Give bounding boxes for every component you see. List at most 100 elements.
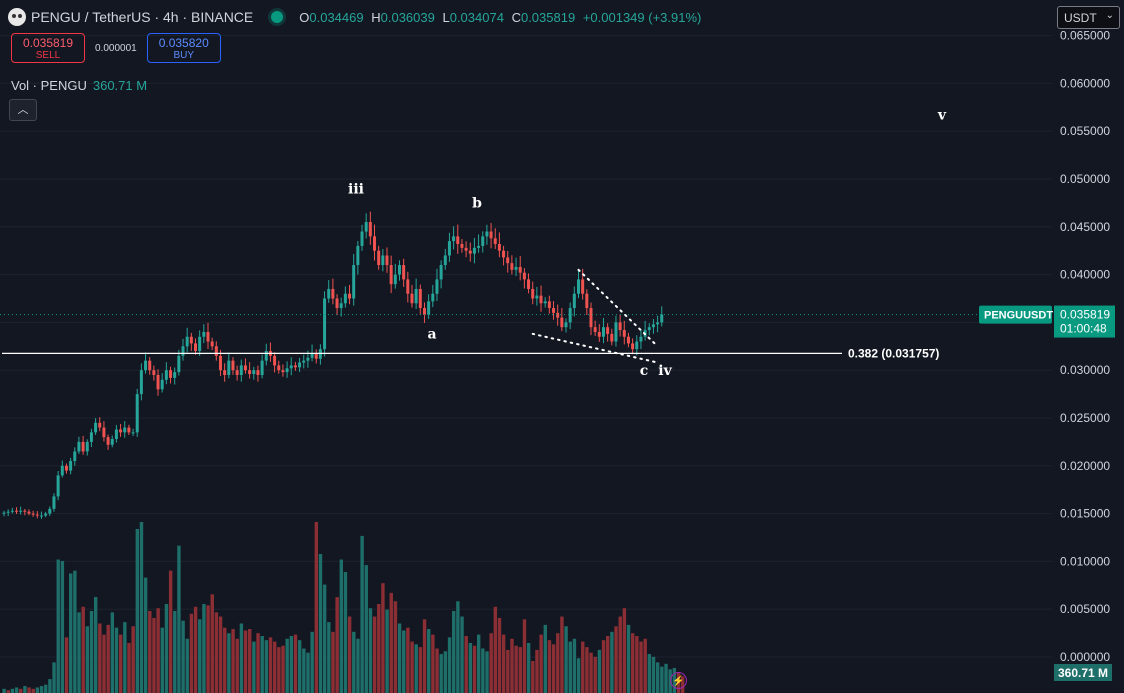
volume-bar bbox=[123, 622, 127, 693]
volume-bar bbox=[651, 656, 656, 693]
candle-body bbox=[260, 360, 264, 375]
volume-bar bbox=[181, 620, 185, 693]
volume-bar bbox=[601, 640, 606, 693]
buy-button[interactable]: 0.035820 BUY bbox=[146, 33, 221, 63]
volume-bar bbox=[98, 623, 102, 693]
volume-bar bbox=[114, 627, 119, 693]
candle-body bbox=[635, 341, 639, 350]
volume-bar bbox=[148, 610, 152, 693]
candle-body bbox=[610, 333, 614, 342]
collapse-legend-button[interactable]: ︿ bbox=[9, 99, 37, 121]
spread-value: 0.000001 bbox=[95, 42, 137, 54]
volume-label: Vol · PENGU bbox=[11, 78, 87, 93]
volume-bar bbox=[52, 662, 56, 693]
candle-body bbox=[651, 324, 655, 328]
candle-body bbox=[123, 427, 127, 433]
currency-select[interactable]: USDT ⌄ bbox=[1057, 6, 1120, 29]
volume-bar bbox=[501, 634, 506, 693]
price-tick-label: 0.045000 bbox=[1060, 220, 1110, 234]
volume-bar bbox=[472, 645, 477, 693]
volume-value: 360.71 M bbox=[92, 78, 148, 93]
candle-body bbox=[273, 355, 277, 366]
symbol-title[interactable]: PENGU / TetherUS · 4h · BINANCE bbox=[31, 9, 254, 25]
candle-body bbox=[397, 265, 401, 275]
volume-bar bbox=[189, 613, 194, 693]
lightning-icon[interactable]: ⚡ bbox=[670, 672, 687, 689]
trendline[interactable] bbox=[577, 268, 659, 348]
volume-bar bbox=[69, 573, 73, 693]
candle-body bbox=[27, 511, 31, 514]
volume-bar bbox=[489, 633, 493, 693]
volume-bar bbox=[572, 638, 577, 693]
volume-bar bbox=[152, 617, 156, 693]
volume-bar bbox=[631, 633, 635, 693]
candle-body bbox=[169, 370, 173, 378]
candle-body bbox=[581, 279, 585, 294]
volume-bar bbox=[48, 679, 52, 693]
price-axis[interactable]: 0.000000 0.005000 0.010000 0.015000 0.020000… bbox=[1060, 29, 1110, 664]
volume-bar bbox=[227, 633, 231, 693]
volume-bar bbox=[64, 637, 69, 693]
sell-button[interactable]: 0.035819 SELL bbox=[11, 33, 85, 63]
volume-bar bbox=[410, 641, 414, 693]
candle-body bbox=[223, 370, 227, 375]
volume-bar bbox=[93, 597, 98, 693]
candle-body bbox=[14, 510, 18, 512]
volume-bar bbox=[393, 601, 398, 693]
volume-bar bbox=[589, 652, 593, 693]
candle-body bbox=[381, 255, 385, 266]
volume-bar bbox=[655, 662, 660, 693]
candle-body bbox=[352, 265, 356, 299]
volume-bar bbox=[318, 553, 323, 693]
market-status-icon[interactable] bbox=[271, 11, 284, 23]
trendline[interactable] bbox=[531, 332, 659, 364]
price-tick-label: 0.040000 bbox=[1060, 268, 1110, 282]
candle-body bbox=[614, 322, 618, 342]
volume-bar bbox=[156, 608, 160, 693]
volume-bar bbox=[177, 545, 181, 693]
volume-bar bbox=[260, 636, 264, 693]
sell-label: SELL bbox=[35, 50, 61, 61]
volume-bar bbox=[302, 648, 306, 693]
volume-bar bbox=[610, 631, 614, 693]
volume-legend[interactable]: Vol · PENGU 360.71 M bbox=[11, 78, 147, 93]
pengu-logo-icon bbox=[8, 8, 26, 26]
candle-body bbox=[493, 238, 497, 245]
low-value: 0.034074 bbox=[449, 9, 504, 25]
low-label: L bbox=[442, 9, 450, 25]
volume-bar bbox=[660, 666, 664, 693]
volume-bar bbox=[347, 616, 352, 693]
volume-bar bbox=[39, 686, 44, 693]
volume-bar bbox=[551, 644, 556, 693]
volume-bar bbox=[19, 688, 23, 693]
volume-bar bbox=[106, 624, 110, 693]
candle-body bbox=[164, 370, 168, 380]
volume-bar bbox=[606, 636, 610, 693]
candle-body bbox=[285, 368, 289, 373]
price-tick-label: 0.015000 bbox=[1060, 507, 1110, 521]
trendlines[interactable] bbox=[531, 268, 659, 364]
candle-body bbox=[601, 327, 605, 337]
candle-body bbox=[306, 357, 310, 361]
candle-body bbox=[572, 293, 576, 309]
currency-value: USDT bbox=[1064, 11, 1097, 25]
candle-body bbox=[593, 327, 597, 332]
candle-body bbox=[327, 288, 331, 299]
volume-bar bbox=[560, 616, 564, 693]
candle-body bbox=[531, 288, 535, 299]
candle-body bbox=[514, 266, 518, 270]
candle-body bbox=[439, 265, 443, 280]
candle-body bbox=[356, 245, 360, 266]
high-label: H bbox=[371, 9, 381, 25]
last-price-tag: PENGUUSDT 0.035819 01:00:48 bbox=[979, 305, 1115, 338]
price-grid bbox=[0, 35, 1052, 658]
volume-bar bbox=[164, 604, 169, 693]
candle-body bbox=[343, 293, 347, 304]
volume-bar bbox=[268, 637, 273, 693]
volume-bar bbox=[102, 634, 106, 693]
candle-body bbox=[235, 370, 239, 375]
candle-body bbox=[323, 298, 327, 350]
volume-bar bbox=[85, 626, 90, 693]
volume-bar bbox=[526, 642, 531, 693]
